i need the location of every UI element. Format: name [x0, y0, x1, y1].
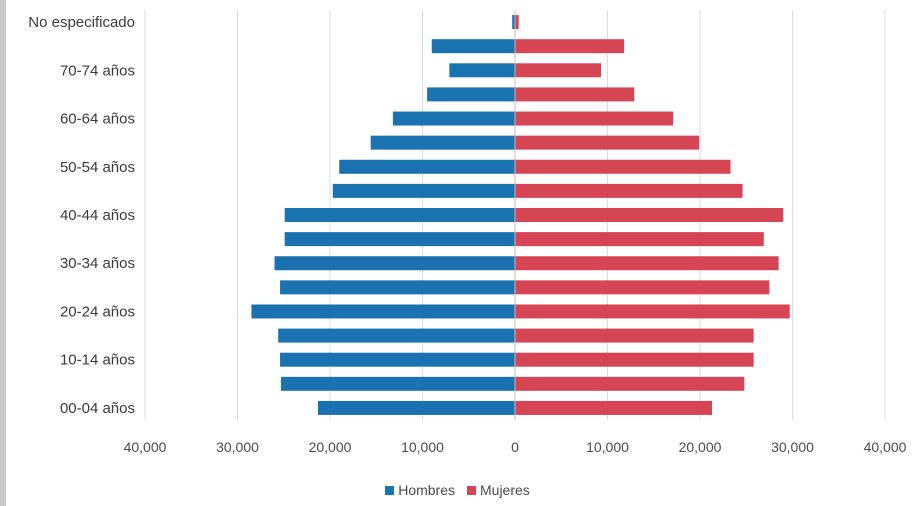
bar-mujeres	[515, 183, 743, 198]
bar-hombres	[332, 183, 515, 198]
bar-hombres	[284, 208, 515, 222]
bar-hombres	[280, 376, 515, 391]
x-tick-label: 0	[511, 439, 519, 455]
legend-label: Hombres	[398, 482, 455, 498]
bar-hombres	[278, 328, 515, 343]
bar-mujeres	[515, 232, 764, 247]
bar-mujeres	[515, 304, 790, 319]
legend: Hombres Mujeres	[0, 482, 915, 498]
bar-mujeres	[515, 256, 779, 271]
bar-hombres	[431, 39, 515, 54]
x-tick-label: 10,000	[401, 439, 444, 455]
bar-mujeres	[515, 352, 754, 367]
population-pyramid-chart: 40,000 30,000 20,000 10,000 0 10,000 20,000 30,…	[28, 10, 907, 455]
x-tick-label: 40,000	[124, 439, 167, 455]
left-edge-strip	[0, 0, 6, 506]
bar-mujeres	[515, 15, 519, 30]
bar-hombres	[427, 87, 515, 102]
bar-mujeres	[515, 111, 674, 126]
y-category-label: 30-34 años	[60, 255, 135, 272]
y-category-label: 20-24 años	[60, 303, 135, 320]
legend-item: Mujeres	[467, 482, 530, 498]
bar-mujeres	[515, 135, 700, 150]
x-tick-label: 40,000	[864, 439, 907, 455]
legend-label: Mujeres	[480, 482, 530, 498]
bar-mujeres	[515, 63, 602, 78]
y-category-label: 60-64 años	[60, 111, 135, 128]
bar-hombres	[284, 232, 515, 247]
bar-mujeres	[515, 328, 754, 343]
legend-swatch	[467, 485, 476, 495]
bar-mujeres	[515, 400, 713, 415]
x-tick-label: 20,000	[309, 439, 352, 455]
bar-hombres	[392, 111, 515, 126]
bar-mujeres	[515, 280, 770, 295]
legend-item: Hombres	[385, 482, 455, 498]
bar-mujeres	[515, 159, 731, 174]
bar-hombres	[512, 15, 515, 30]
x-tick-label: 20,000	[679, 439, 722, 455]
bar-hombres	[251, 304, 515, 319]
bar-mujeres	[515, 87, 635, 102]
bar-mujeres	[515, 208, 784, 222]
bar-mujeres	[515, 39, 625, 54]
y-category-label: 40-44 años	[60, 207, 135, 224]
y-category-label: 10-14 años	[60, 352, 135, 369]
bar-hombres	[280, 280, 515, 295]
bar-hombres	[370, 135, 515, 150]
bar-hombres	[449, 63, 515, 78]
bar-mujeres	[515, 376, 745, 391]
y-category-label: No especificado	[28, 14, 135, 31]
bar-hombres	[274, 256, 515, 271]
x-tick-label: 30,000	[771, 439, 814, 455]
y-category-label: 50-54 años	[60, 159, 135, 176]
bar-hombres	[317, 400, 515, 415]
x-tick-label: 10,000	[586, 439, 629, 455]
y-category-label: 00-04 años	[60, 400, 135, 417]
bar-hombres	[339, 159, 515, 174]
bar-hombres	[280, 352, 515, 367]
x-tick-label: 30,000	[216, 439, 259, 455]
legend-swatch	[385, 485, 395, 495]
y-category-label: 70-74 años	[60, 62, 135, 79]
